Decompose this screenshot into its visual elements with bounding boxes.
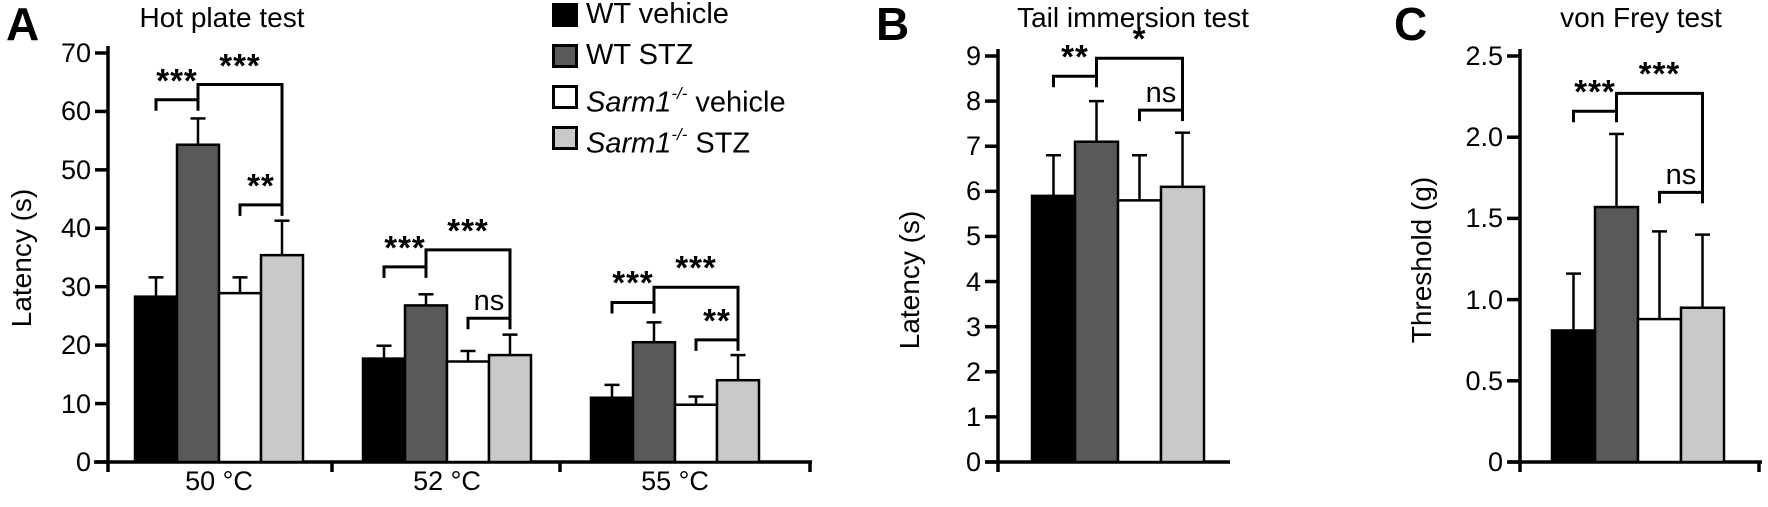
bar xyxy=(445,360,491,464)
sig-bracket xyxy=(196,83,284,205)
y-tick-label: 20 xyxy=(60,330,91,361)
legend-swatch xyxy=(552,126,578,150)
y-tick-label: 40 xyxy=(60,213,91,244)
sig-label: ns xyxy=(1665,159,1697,192)
bar xyxy=(673,403,719,464)
sig-label: *** xyxy=(447,211,489,249)
y-tick-label: 8 xyxy=(965,86,981,117)
y-tick-label: 1.5 xyxy=(1465,203,1503,234)
panel-letter-c: C xyxy=(1394,0,1428,50)
sig-bracket xyxy=(694,338,740,351)
y-tick-label: 0 xyxy=(965,447,981,477)
legend-label: Sarm1-/- STZ xyxy=(586,125,751,160)
sig-label: ns xyxy=(473,285,505,318)
sig-bracket xyxy=(1615,91,1704,193)
bar xyxy=(1679,306,1726,464)
legend-label: WT vehicle xyxy=(586,0,729,30)
bar xyxy=(487,353,533,464)
y-tick-label: 30 xyxy=(60,271,91,302)
panel-letter-a: A xyxy=(6,0,40,50)
y-tick-label: 3 xyxy=(965,311,981,342)
y-tick-label: 7 xyxy=(965,131,981,162)
bar xyxy=(631,340,677,464)
bar xyxy=(1550,329,1597,464)
y-tick-label: 60 xyxy=(60,96,91,127)
sig-bracket xyxy=(238,203,284,216)
sig-label: *** xyxy=(156,61,198,99)
bar xyxy=(1073,140,1120,464)
legend-swatch xyxy=(552,85,578,109)
y-tick-label: 50 xyxy=(60,154,91,185)
y-tick-label: 0.5 xyxy=(1465,365,1503,396)
y-tick-label: 1.0 xyxy=(1465,284,1503,315)
legend-swatch xyxy=(552,44,578,68)
sig-bracket xyxy=(1052,74,1098,88)
sig-label: ns xyxy=(1145,77,1177,110)
sig-bracket xyxy=(1572,109,1618,123)
bar xyxy=(217,291,263,464)
bar xyxy=(715,378,761,464)
y-tick-label: 10 xyxy=(60,388,91,419)
bar xyxy=(361,357,407,464)
panel-title-b: Tail immersion test xyxy=(1017,2,1249,33)
sig-label: *** xyxy=(675,249,717,287)
sig-label: *** xyxy=(219,46,261,84)
x-category-label: 52 °C xyxy=(413,466,481,496)
legend-swatch xyxy=(552,3,578,27)
legend-label: Sarm1-/- vehicle xyxy=(586,84,786,119)
sig-label: *** xyxy=(1574,73,1616,111)
sig-bracket xyxy=(424,248,512,319)
bar xyxy=(1116,199,1163,464)
y-axis-label-a: Latency (s) xyxy=(6,188,37,328)
x-category-label: 55 °C xyxy=(641,466,709,496)
bar xyxy=(1636,317,1683,464)
bar xyxy=(1030,194,1077,464)
x-category-label: 50 °C xyxy=(185,466,253,496)
sig-label: *** xyxy=(1638,55,1681,93)
bar xyxy=(1159,185,1206,464)
bar xyxy=(589,396,635,464)
bar xyxy=(133,295,179,464)
bar xyxy=(175,143,221,464)
y-tick-label: 2 xyxy=(965,356,981,387)
sig-label: * xyxy=(1132,20,1147,58)
panel-title-c: von Frey test xyxy=(1560,2,1722,33)
sig-bracket xyxy=(382,265,428,278)
sig-bracket xyxy=(652,285,740,340)
panel-letter-b: B xyxy=(876,0,910,50)
y-tick-label: 2.5 xyxy=(1465,41,1503,71)
sig-label: ** xyxy=(247,166,275,204)
y-tick-label: 70 xyxy=(60,38,91,68)
sig-label: ** xyxy=(703,301,731,339)
sig-bracket xyxy=(1138,108,1184,122)
legend-label: WT STZ xyxy=(586,39,694,71)
sig-bracket xyxy=(1095,56,1184,111)
y-tick-label: 0 xyxy=(1487,447,1503,477)
bar xyxy=(259,253,305,464)
y-tick-label: 0 xyxy=(75,447,91,477)
y-tick-label: 6 xyxy=(965,176,981,207)
bar xyxy=(1593,205,1640,464)
sig-bracket xyxy=(610,300,656,314)
y-tick-label: 4 xyxy=(965,266,981,297)
y-tick-label: 1 xyxy=(965,401,981,432)
sig-bracket xyxy=(154,98,200,111)
y-tick-label: 2.0 xyxy=(1465,122,1503,153)
y-tick-label: 9 xyxy=(965,41,981,71)
sig-label: *** xyxy=(384,228,426,266)
y-tick-label: 5 xyxy=(965,221,981,252)
sig-label: *** xyxy=(612,264,654,302)
panel-title-a: Hot plate test xyxy=(139,2,305,33)
sig-label: ** xyxy=(1061,38,1089,76)
sig-bracket xyxy=(466,316,512,330)
bar xyxy=(403,304,449,464)
sig-bracket xyxy=(1658,190,1704,204)
